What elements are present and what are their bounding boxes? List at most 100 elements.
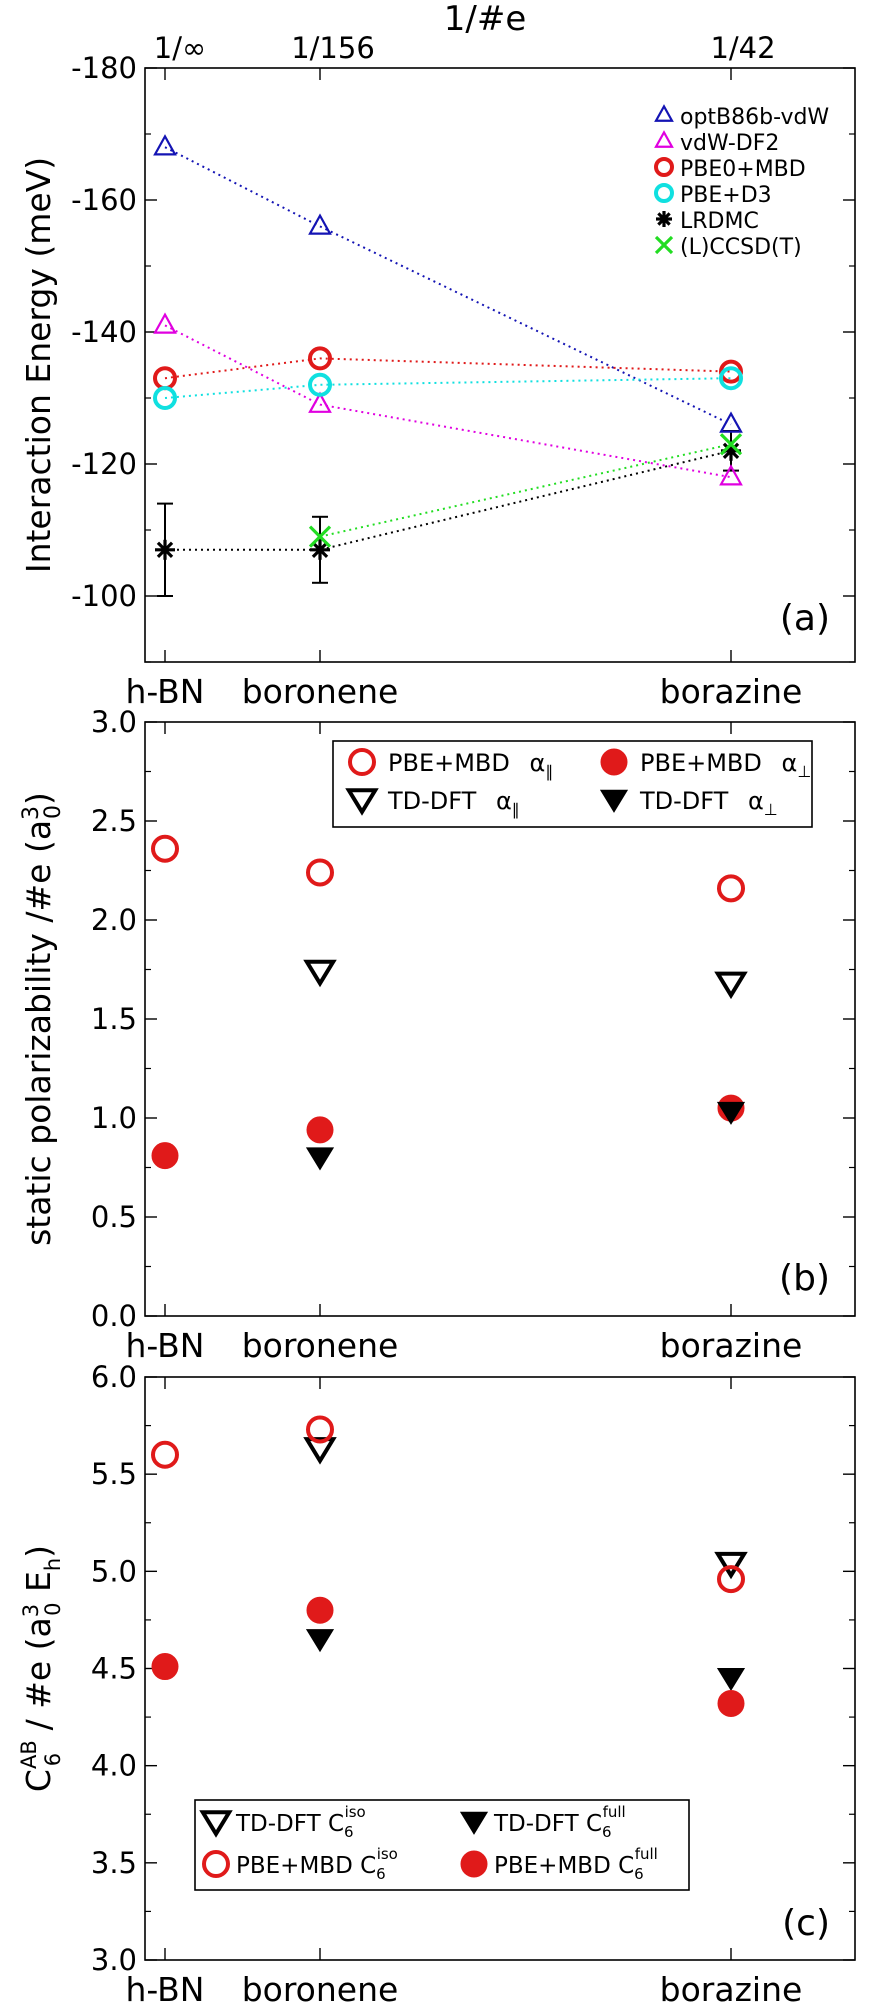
y-tick-label: 6.0 [91, 1360, 137, 1394]
series-line [319, 443, 732, 538]
data-point [308, 213, 332, 235]
asterisk-stroke [311, 541, 329, 559]
data-point [153, 312, 177, 334]
data-point [306, 1596, 334, 1624]
chart-panel-b: 0.0 0.5 1.0 1.5 2.0 2.5 3.0 h-BN boronene borazin… [19, 705, 856, 1365]
data-point [303, 959, 337, 988]
chart-panel-a: -100 -120 -140 -160 -180 h-BN boronene borazine… [19, 51, 856, 711]
legend-label: TD-DFT α⊥ [639, 787, 778, 819]
data-point [654, 157, 674, 177]
y-tick-label: 5.0 [91, 1554, 137, 1588]
legend-label: PBE+MBD C6 full [494, 1845, 658, 1883]
asterisk-stroke [657, 212, 671, 226]
y-tick-label: 5.5 [91, 1457, 137, 1491]
data-point [153, 386, 177, 410]
data-point [719, 433, 743, 456]
data-point [714, 1551, 748, 1580]
data-point [654, 104, 674, 122]
legend-label: TD-DFT C6 full [493, 1803, 626, 1841]
y-tick-label: 2.0 [91, 903, 137, 937]
label-part: TD-DFT [639, 787, 729, 815]
series-line [164, 324, 732, 479]
label-part: iso [345, 1803, 366, 1821]
x-tick-label: boronene [242, 1970, 399, 2009]
data-point [719, 411, 743, 433]
panel-label: (c) [782, 1903, 830, 1944]
y-tick-label: 0.5 [91, 1200, 137, 1234]
data-point [306, 1415, 334, 1444]
label-part: α [522, 749, 545, 777]
data-point [308, 525, 332, 548]
data-point [310, 539, 330, 560]
data-point [460, 1850, 488, 1878]
top-tick-label: 1/42 [710, 31, 775, 65]
legend-label: LRDMC [680, 209, 759, 234]
legend-label: PBE0+MBD [680, 157, 806, 182]
label-part: ∥ [545, 762, 553, 781]
data-point [306, 1116, 334, 1144]
data-point [308, 391, 332, 413]
label-part: 0 [41, 805, 66, 819]
top-axis-title: 1/#e [444, 0, 527, 39]
x-tick-label: boronene [242, 1326, 399, 1365]
data-point [345, 788, 379, 816]
x-tick-label: h-BN [126, 1970, 205, 2009]
x-tick-label: boronene [242, 672, 399, 711]
y-tick-label: -180 [71, 51, 137, 85]
data-point [459, 1811, 489, 1835]
label-part: full [603, 1803, 626, 1821]
label-part: / #e (a [19, 1617, 58, 1741]
asterisk-stroke [156, 541, 174, 559]
data-point [719, 464, 743, 486]
data-point [151, 1142, 179, 1170]
data-point [599, 789, 629, 813]
top-tick-label: 1/156 [291, 31, 375, 65]
label-part: PBE+MBD [388, 749, 510, 777]
data-point [151, 1440, 179, 1469]
data-point [305, 1147, 335, 1171]
asterisk-stroke [722, 442, 740, 460]
label-part: 0 [41, 1602, 65, 1615]
legend-label: optB86b-vdW [680, 105, 829, 130]
label-part: 3 [19, 806, 44, 820]
y-tick-label: -100 [71, 579, 137, 613]
legend-label: (L)CCSD(T) [680, 235, 802, 260]
label-part: 6 [41, 1753, 65, 1766]
series-line [164, 357, 732, 380]
data-point [654, 130, 674, 148]
label-part: 6 [634, 1865, 644, 1883]
legend-label: PBE+MBD C6 iso [236, 1845, 398, 1883]
label-part: AB [17, 1740, 41, 1769]
y-tick-label: 3.0 [91, 1943, 137, 1977]
data-point [717, 874, 745, 903]
y-tick-label: 3.0 [91, 705, 137, 739]
series-line [164, 377, 732, 399]
label-part: 3 [19, 1604, 43, 1617]
y-axis-label: Interaction Energy (meV) [19, 157, 58, 573]
data-point [717, 1565, 745, 1594]
label-part: E [19, 1571, 58, 1602]
y-tick-label: 1.5 [91, 1002, 137, 1036]
label-part: TD-DFT [387, 787, 477, 815]
legend-label: PBE+MBD α∥ [388, 749, 553, 781]
label-part: ∥ [512, 800, 520, 819]
data-point [716, 1667, 746, 1692]
label-part: 6 [344, 1823, 354, 1841]
x-stroke [719, 433, 743, 456]
y-axis-label: static polarizability /#e (a30) [19, 792, 66, 1246]
data-point [719, 366, 743, 391]
chart-panel-c: 3.0 3.5 4.0 4.5 5.0 5.5 6.0 h-BN boronene borazin… [17, 1360, 856, 2009]
x-tick-label: borazine [660, 1970, 803, 2009]
y-tick-label: 3.5 [91, 1846, 137, 1880]
legend-label: vdW-DF2 [680, 131, 779, 156]
data-point [654, 183, 674, 203]
legend-label: PBE+D3 [680, 183, 772, 208]
y-tick-label: -140 [71, 315, 137, 349]
label-part: PBE+MBD [640, 749, 762, 777]
y-tick-label: -160 [71, 183, 137, 217]
data-point [153, 134, 177, 156]
x-stroke [654, 235, 674, 255]
y-tick-label: 4.5 [91, 1652, 137, 1686]
plot-frame [144, 67, 856, 663]
label-part: iso [377, 1845, 398, 1863]
